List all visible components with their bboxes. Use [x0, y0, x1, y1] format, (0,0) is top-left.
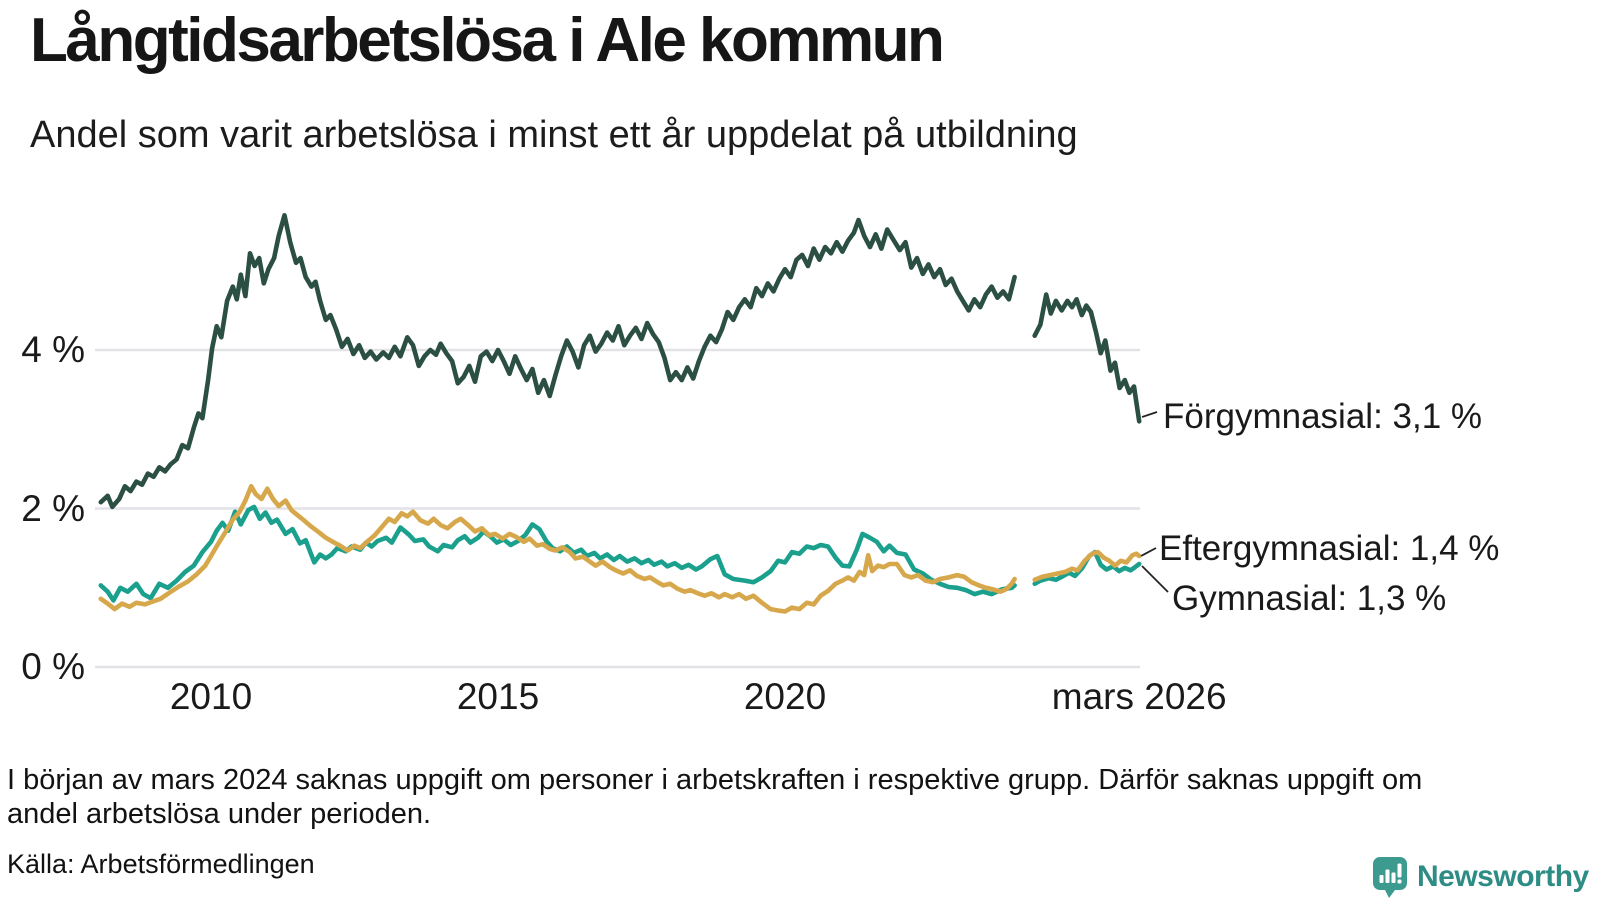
gridlines: [95, 348, 1140, 669]
series-end-label-forgymnasial: Förgymnasial: 3,1 %: [1163, 397, 1483, 436]
footnote-line-1: I början av mars 2024 saknas uppgift om …: [7, 764, 1423, 796]
series-lines: [98, 213, 1142, 614]
page-title: Långtidsarbetslösa i Ale kommun: [30, 6, 945, 75]
x-axis-label: 2010: [169, 676, 253, 717]
series-line-förgymnasial: [98, 213, 1017, 510]
x-axis-label: mars 2026: [1051, 676, 1227, 717]
series-line-gymnasial: [98, 504, 1017, 603]
eftergymnasial-connector: [1140, 547, 1157, 557]
newsworthy-logo: Newsworthy: [1372, 855, 1589, 899]
x-axis-label: 2015: [456, 676, 540, 717]
series-end-label-gymnasial: Gymnasial: 1,3 %: [1172, 579, 1447, 618]
series-line-förgymnasial: [1032, 292, 1142, 424]
y-axis-label: 4 %: [21, 329, 85, 370]
forgymnasial-connector: [1141, 411, 1158, 418]
newsworthy-wordmark: Newsworthy: [1417, 860, 1589, 893]
gymnasial-connector: [1141, 565, 1169, 593]
series-line-eftergymnasial: [1032, 549, 1142, 583]
newsworthy-mark-icon: [1373, 857, 1407, 898]
label-connectors: [1140, 411, 1169, 593]
source-credit: Källa: Arbetsförmedlingen: [7, 849, 315, 879]
series-line-eftergymnasial: [98, 483, 1017, 614]
chart-footnote: I början av mars 2024 saknas uppgift om …: [7, 763, 1567, 831]
y-axis-label: 2 %: [21, 487, 85, 529]
series-end-label-eftergymnasial: Eftergymnasial: 1,4 %: [1159, 529, 1500, 568]
x-axis-label: 2020: [743, 676, 827, 717]
chart-subtitle: Andel som varit arbetslösa i minst ett å…: [30, 114, 1078, 156]
y-axis-label: 0 %: [21, 646, 85, 687]
footnote-line-2: andel arbetslösa under perioden.: [7, 798, 432, 830]
